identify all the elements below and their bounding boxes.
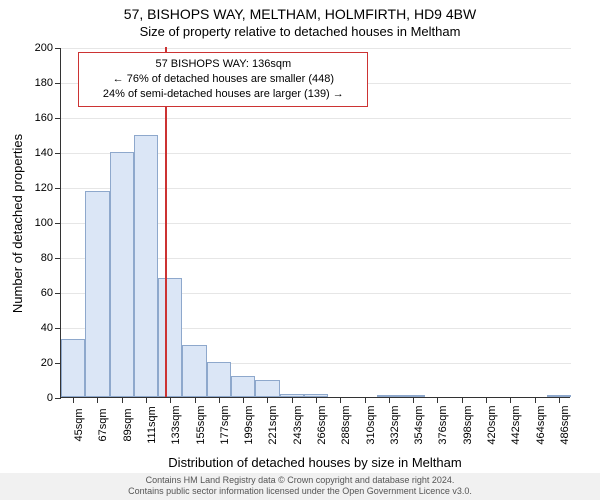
y-tick-label: 100 — [21, 217, 53, 229]
x-tick-label: 199sqm — [243, 395, 255, 455]
x-tick-label: 111sqm — [146, 395, 158, 455]
chart-container: 57, BISHOPS WAY, MELTHAM, HOLMFIRTH, HD9… — [0, 0, 600, 500]
histogram-bar — [61, 339, 85, 397]
histogram-bar — [207, 362, 231, 397]
x-tick-label: 45sqm — [73, 395, 85, 455]
histogram-bar — [85, 191, 109, 398]
y-tick — [55, 258, 61, 259]
histogram-bar — [134, 135, 158, 398]
x-tick-label: 464sqm — [535, 395, 547, 455]
annotation-line: 57 BISHOPS WAY: 136sqm — [85, 57, 361, 72]
y-tick — [55, 398, 61, 399]
x-axis-label: Distribution of detached houses by size … — [60, 455, 570, 470]
plot-area: 02040608010012014016018020045sqm67sqm89s… — [60, 48, 570, 398]
annotation-line: ← 76% of detached houses are smaller (44… — [85, 72, 361, 87]
x-tick-label: 442sqm — [510, 395, 522, 455]
x-tick-label: 398sqm — [462, 395, 474, 455]
annotation-box: 57 BISHOPS WAY: 136sqm← 76% of detached … — [78, 52, 368, 107]
y-tick-label: 20 — [21, 357, 53, 369]
y-tick — [55, 223, 61, 224]
y-tick-label: 0 — [21, 392, 53, 404]
x-tick-label: 332sqm — [389, 395, 401, 455]
grid-line — [61, 48, 571, 49]
x-tick-label: 288sqm — [340, 395, 352, 455]
x-tick-label: 420sqm — [486, 395, 498, 455]
y-tick — [55, 48, 61, 49]
x-tick-label: 266sqm — [316, 395, 328, 455]
footer-line-1: Contains HM Land Registry data © Crown c… — [0, 475, 600, 486]
histogram-bar — [231, 376, 255, 397]
x-tick-label: 243sqm — [292, 395, 304, 455]
plot: 02040608010012014016018020045sqm67sqm89s… — [60, 48, 570, 398]
y-tick-label: 200 — [21, 42, 53, 54]
x-tick-label: 177sqm — [219, 395, 231, 455]
subtitle: Size of property relative to detached ho… — [0, 22, 600, 39]
y-tick-label: 120 — [21, 182, 53, 194]
y-tick — [55, 188, 61, 189]
x-tick-label: 486sqm — [559, 395, 571, 455]
y-tick — [55, 328, 61, 329]
y-tick-label: 60 — [21, 287, 53, 299]
x-tick-label: 310sqm — [365, 395, 377, 455]
y-tick-label: 160 — [21, 112, 53, 124]
annotation-line: 24% of semi-detached houses are larger (… — [85, 87, 361, 102]
address-heading: 57, BISHOPS WAY, MELTHAM, HOLMFIRTH, HD9… — [0, 0, 600, 22]
x-tick-label: 376sqm — [437, 395, 449, 455]
x-tick-label: 89sqm — [122, 395, 134, 455]
grid-line — [61, 118, 571, 119]
y-tick-label: 140 — [21, 147, 53, 159]
x-tick-label: 221sqm — [267, 395, 279, 455]
y-tick-label: 40 — [21, 322, 53, 334]
histogram-bar — [110, 152, 134, 397]
y-tick-label: 80 — [21, 252, 53, 264]
y-tick — [55, 293, 61, 294]
x-tick-label: 67sqm — [97, 395, 109, 455]
x-tick-label: 133sqm — [170, 395, 182, 455]
licence-footer: Contains HM Land Registry data © Crown c… — [0, 473, 600, 500]
x-tick-label: 354sqm — [413, 395, 425, 455]
y-tick — [55, 118, 61, 119]
histogram-bar — [182, 345, 206, 398]
x-tick-label: 155sqm — [195, 395, 207, 455]
histogram-bar — [158, 278, 182, 397]
y-tick-label: 180 — [21, 77, 53, 89]
footer-line-2: Contains public sector information licen… — [0, 486, 600, 497]
y-tick — [55, 153, 61, 154]
y-tick — [55, 83, 61, 84]
